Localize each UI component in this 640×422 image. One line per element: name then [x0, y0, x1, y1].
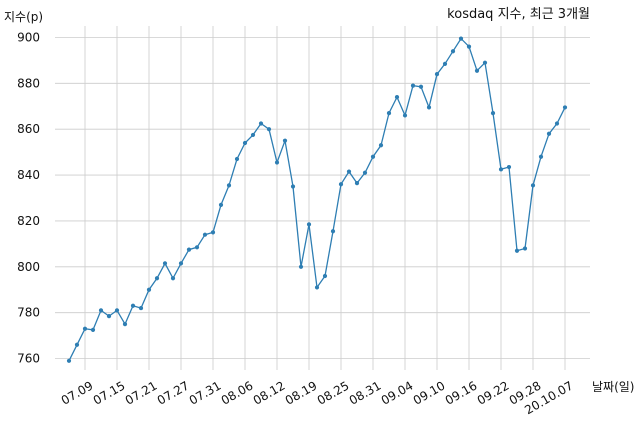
data-point [490, 111, 496, 116]
x-tick-labels: 07.0907.1507.2107.2707.3108.0608.1208.19… [59, 378, 576, 417]
data-point [218, 202, 224, 207]
data-point [450, 49, 456, 54]
x-tick-label: 08.12 [251, 378, 288, 407]
x-tick-label: 09.22 [475, 378, 512, 407]
data-point [138, 305, 144, 311]
data-point [202, 232, 208, 237]
data-point [290, 184, 296, 189]
data-point [210, 230, 216, 235]
data-point [442, 61, 448, 66]
data-point [362, 170, 368, 175]
data-point [146, 287, 152, 292]
data-point [386, 111, 392, 116]
data-point [242, 140, 248, 146]
data-point [66, 358, 72, 363]
data-point [106, 314, 112, 319]
x-axis-label: 날짜(일) [592, 380, 634, 394]
data-point [306, 222, 312, 227]
grid [55, 26, 590, 370]
x-tick-label: 07.09 [59, 378, 96, 407]
data-points [66, 36, 568, 363]
data-point [394, 94, 400, 100]
data-point [274, 160, 280, 165]
data-point [338, 182, 344, 187]
y-axis-label: 지수(p) [4, 10, 43, 24]
data-point [370, 154, 376, 159]
x-tick-label: 08.06 [219, 378, 256, 407]
data-point [354, 180, 360, 186]
data-point [170, 276, 176, 281]
data-point [322, 273, 328, 279]
data-point [530, 183, 536, 188]
y-tick-label: 840 [17, 168, 40, 182]
data-point [114, 308, 120, 313]
data-point [162, 261, 168, 266]
data-point [418, 84, 424, 89]
x-tick-label: 07.31 [187, 378, 224, 407]
data-point [258, 121, 264, 126]
x-tick-label: 07.27 [155, 378, 192, 407]
data-point [234, 156, 240, 162]
data-point [282, 138, 288, 143]
x-tick-label: 08.25 [315, 378, 352, 407]
data-point [130, 303, 136, 308]
data-point [546, 131, 552, 136]
data-point [498, 167, 504, 172]
data-point [90, 327, 96, 332]
data-point [458, 36, 464, 41]
data-point [346, 169, 352, 174]
y-tick-label: 800 [17, 260, 40, 274]
data-point [506, 164, 512, 170]
data-point [98, 308, 104, 313]
data-point [538, 154, 544, 159]
y-tick-label: 820 [17, 214, 40, 228]
x-tick-label: 07.21 [123, 378, 160, 407]
data-point [194, 245, 200, 250]
x-tick-label: 09.10 [411, 378, 448, 407]
y-tick-label: 780 [17, 306, 40, 320]
data-point [562, 105, 568, 110]
data-point [402, 113, 408, 118]
data-point [186, 247, 192, 252]
data-point [82, 326, 88, 331]
data-point [74, 342, 80, 347]
chart-title: kosdaq 지수, 최근 3개월 [447, 7, 590, 22]
data-point [554, 121, 560, 126]
data-point [226, 183, 232, 188]
data-point [250, 132, 256, 138]
data-point [434, 72, 440, 77]
data-point [378, 143, 384, 148]
data-point [266, 127, 272, 132]
x-tick-label: 08.31 [347, 378, 384, 407]
data-point [330, 229, 336, 234]
data-point [466, 44, 472, 49]
x-tick-label: 08.19 [283, 378, 320, 407]
data-point [122, 322, 128, 327]
data-point [178, 261, 184, 266]
x-tick-label: 09.16 [443, 378, 480, 407]
data-point [314, 285, 320, 290]
data-point [410, 83, 416, 88]
data-point [482, 60, 488, 65]
y-tick-labels: 760 780 800 820 840 860 880 900 [17, 30, 40, 365]
y-tick-label: 880 [17, 76, 40, 90]
data-point [154, 276, 160, 281]
data-point [426, 105, 432, 110]
y-tick-label: 900 [17, 30, 40, 44]
data-point [474, 68, 480, 73]
y-tick-label: 860 [17, 122, 40, 136]
x-tick-label: 07.15 [91, 378, 128, 407]
y-tick-label: 760 [17, 352, 40, 366]
data-point [522, 246, 528, 251]
x-tick-label: 09.04 [379, 378, 416, 407]
data-point [298, 264, 304, 269]
data-point [514, 248, 520, 253]
